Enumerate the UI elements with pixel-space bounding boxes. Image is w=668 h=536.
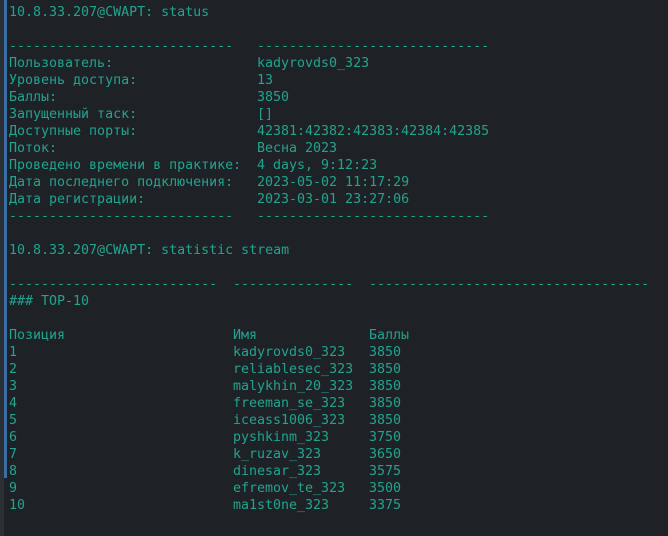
status-value: 2023-03-01 23:27:06 (257, 192, 410, 207)
status-label: Запущенный таск: (9, 107, 138, 122)
cell-score: 3650 (369, 447, 402, 462)
cell-position: 7 (9, 447, 18, 462)
cell-name: freeman_se_323 (233, 396, 346, 411)
stream-separator: -------------------------- -------------… (9, 276, 664, 293)
cell-position: 1 (9, 345, 18, 360)
status-row: Пользователь: kadyrovds0_323 (9, 55, 664, 72)
cell-position: 6 (9, 430, 18, 445)
table-row: 7 k_ruzav_323 3650 (9, 446, 664, 463)
top10-title: ### TOP-10 (9, 294, 90, 309)
status-row: Дата регистрации: 2023-03-01 23:27:06 (9, 191, 664, 208)
separator-col1: -------------------------- (9, 277, 218, 292)
status-label: Доступные порты: (9, 124, 138, 139)
separator-left: ---------------------------- (9, 209, 234, 224)
status-row: Дата последнего подключения: 2023-05-02 1… (9, 174, 664, 191)
status-separator-bottom: ---------------------------- -----------… (9, 208, 664, 225)
cell-score: 3850 (369, 379, 402, 394)
table-row: 5 iceass1006_323 3850 (9, 412, 664, 429)
status-row: Баллы: 3850 (9, 89, 664, 106)
cell-score: 3850 (369, 396, 402, 411)
separator-left: ---------------------------- (9, 39, 234, 54)
status-prompt-line: 10.8.33.207@CWAPT: status (9, 4, 664, 21)
table-row: 3 malykhin_20_323 3850 (9, 378, 664, 395)
status-table: Пользователь: kadyrovds0_323 Уровень досту… (9, 55, 664, 208)
status-row: Проведено времени в практике: 4 days, 9:1… (9, 157, 664, 174)
status-value: 3850 (257, 90, 290, 105)
cell-name: k_ruzav_323 (233, 447, 322, 462)
table-row: 1 kadyrovds0_323 3850 (9, 344, 664, 361)
status-value: [] (257, 107, 274, 122)
status-label: Проведено времени в практике: (9, 158, 242, 173)
status-value: Весна 2023 (257, 141, 338, 156)
status-value: 4 days, 9:12:23 (257, 158, 378, 173)
status-separator: ---------------------------- -----------… (9, 38, 664, 55)
top10-header: Позиция Имя Баллы (9, 327, 664, 344)
status-row: Запущенный таск: [] (9, 106, 664, 123)
scope-indicator-bar (4, 0, 7, 478)
status-value: 42381:42382:42383:42384:42385 (257, 124, 490, 139)
cell-position: 4 (9, 396, 18, 411)
status-row: Поток: Весна 2023 (9, 140, 664, 157)
separator-col3: ----------------------------------- (369, 277, 650, 292)
status-label: Баллы: (9, 90, 58, 105)
status-label: Поток: (9, 141, 58, 156)
table-row: 2 reliablesec_323 3850 (9, 361, 664, 378)
cell-name: efremov_te_323 (233, 481, 346, 496)
status-label: Дата последнего подключения: (9, 175, 234, 190)
cell-name: malykhin_20_323 (233, 379, 354, 394)
status-label: Дата регистрации: (9, 192, 146, 207)
cell-score: 3375 (369, 498, 402, 513)
table-row: 6 pyshkinm_323 3750 (9, 429, 664, 446)
header-score: Баллы (369, 328, 410, 343)
cell-score: 3850 (369, 413, 402, 428)
table-row: 10 ma1st0ne_323 3375 (9, 497, 664, 514)
table-row: 4 freeman_se_323 3850 (9, 395, 664, 412)
cell-position: 10 (9, 498, 26, 513)
stream-prompt: 10.8.33.207@CWAPT: statistic stream (9, 243, 290, 258)
cell-position: 8 (9, 464, 18, 479)
separator-right: ----------------------------- (257, 209, 490, 224)
blank-line (9, 21, 664, 38)
cell-position: 5 (9, 413, 18, 428)
cell-name: pyshkinm_323 (233, 430, 330, 445)
status-row: Уровень доступа: 13 (9, 72, 664, 89)
status-label: Уровень доступа: (9, 73, 138, 88)
cell-score: 3850 (369, 345, 402, 360)
cell-position: 3 (9, 379, 18, 394)
table-row: 9 efremov_te_323 3500 (9, 480, 664, 497)
status-prompt: 10.8.33.207@CWAPT: status (9, 5, 210, 20)
cell-name: iceass1006_323 (233, 413, 346, 428)
top10-title-line: ### TOP-10 (9, 293, 664, 310)
status-value: kadyrovds0_323 (257, 56, 370, 71)
separator-right: ----------------------------- (257, 39, 490, 54)
stream-prompt-line: 10.8.33.207@CWAPT: statistic stream (9, 242, 664, 259)
cell-score: 3850 (369, 362, 402, 377)
cell-score: 3500 (369, 481, 402, 496)
status-value: 2023-05-02 11:17:29 (257, 175, 410, 190)
editor-gutter (0, 0, 4, 536)
separator-col2: --------------- (233, 277, 354, 292)
cell-score: 3575 (369, 464, 402, 479)
cell-position: 2 (9, 362, 18, 377)
header-position: Позиция (9, 328, 66, 343)
top10-table: 1 kadyrovds0_323 3850 2 reliablesec_323 3850 3… (9, 344, 664, 514)
blank-line (9, 225, 664, 242)
terminal-output: 10.8.33.207@CWAPT: status --------------… (9, 4, 664, 514)
status-value: 13 (257, 73, 274, 88)
blank-line (9, 310, 664, 327)
cell-name: reliablesec_323 (233, 362, 354, 377)
cell-name: kadyrovds0_323 (233, 345, 346, 360)
status-row: Доступные порты: 42381:42382:42383:42384:… (9, 123, 664, 140)
cell-position: 9 (9, 481, 18, 496)
cell-score: 3750 (369, 430, 402, 445)
table-row: 8 dinesar_323 3575 (9, 463, 664, 480)
blank-line (9, 259, 664, 276)
status-label: Пользователь: (9, 56, 114, 71)
cell-name: dinesar_323 (233, 464, 322, 479)
cell-name: ma1st0ne_323 (233, 498, 330, 513)
header-name: Имя (233, 328, 258, 343)
